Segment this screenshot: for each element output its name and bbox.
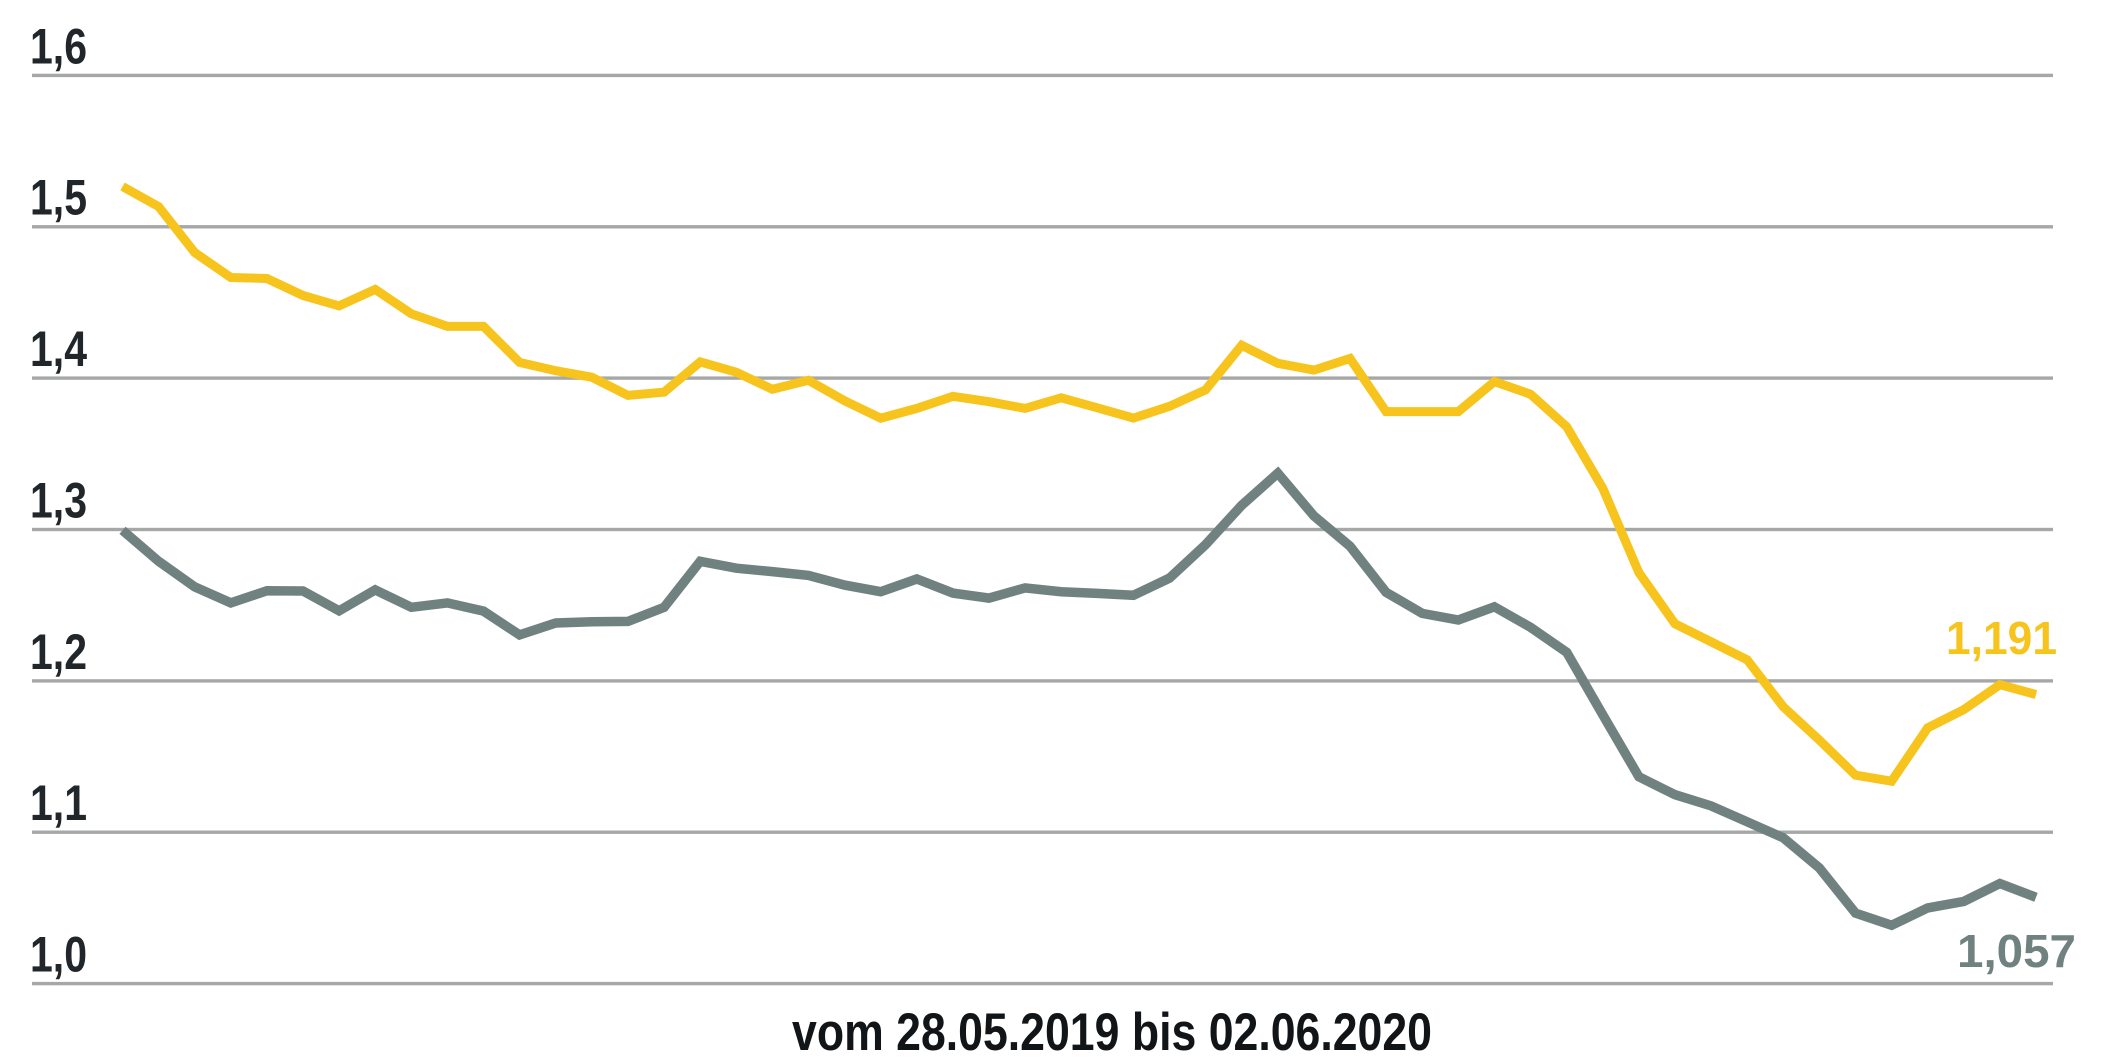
svg-text:1,4: 1,4 (30, 321, 87, 377)
svg-text:vom 28.05.2019 bis 02.06.2020: vom 28.05.2019 bis 02.06.2020 (792, 1003, 1432, 1062)
svg-text:1,3: 1,3 (30, 472, 87, 528)
svg-text:1,057: 1,057 (1957, 925, 2076, 977)
svg-text:1,6: 1,6 (30, 18, 87, 74)
svg-text:1,191: 1,191 (1946, 612, 2057, 664)
svg-text:1,2: 1,2 (30, 624, 87, 680)
svg-text:1,0: 1,0 (30, 927, 87, 983)
svg-text:1,1: 1,1 (30, 775, 87, 831)
svg-text:1,5: 1,5 (30, 170, 87, 226)
